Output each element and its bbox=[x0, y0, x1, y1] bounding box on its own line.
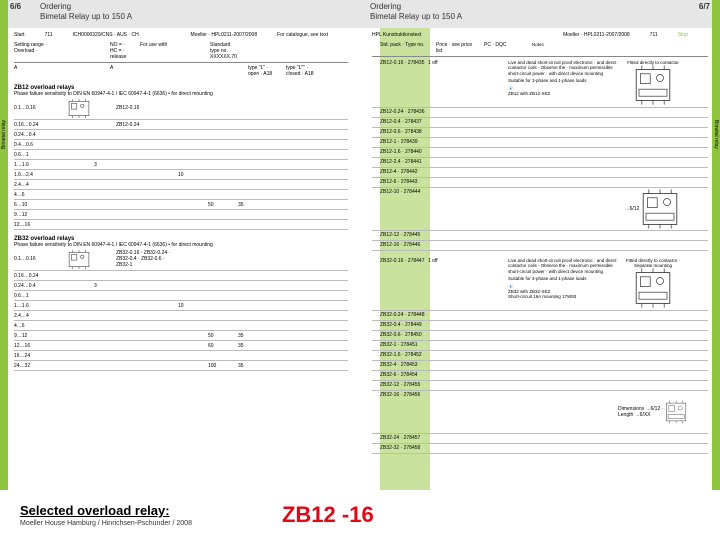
right-header-title: Ordering Bimetal Relay up to 150 A bbox=[370, 2, 462, 21]
table-row: ZB12-1 · 278439 bbox=[372, 138, 708, 148]
device-icon bbox=[639, 189, 681, 229]
left-page: Bimetal relay 6/6 Ordering Bimetal Relay… bbox=[0, 0, 360, 490]
table-row: ZB12-10 · 278444→6/12 bbox=[372, 188, 708, 231]
table-row: 0.24…0.4 bbox=[14, 130, 348, 140]
table-row: 0.16…0.24 bbox=[14, 271, 348, 281]
table-row: ZB32-0.24 · 278448 bbox=[372, 311, 708, 321]
table-row: 9…12 50 35 bbox=[14, 331, 348, 341]
table-row: ZB32-0.6 · 278450 bbox=[372, 331, 708, 341]
table-row: ZB12-0.16 · 2784351 offLive and dead sho… bbox=[372, 59, 708, 108]
table-row: ZB32-4 · 278453 bbox=[372, 361, 708, 371]
right-table-header: Std. pack · Type no. Price · see price l… bbox=[372, 42, 708, 57]
table-row: 0.1…0.16 ZB32-0.16 · ZB32-0.24 · ZB32-0.… bbox=[14, 248, 348, 271]
table-row: 0.1…0.16 ZB12-0.16 bbox=[14, 97, 348, 120]
left-content: Start 711 ICH0000329/CNS · AUS · CH Moel… bbox=[0, 28, 360, 375]
table-row: ZB12-12 · 278445 bbox=[372, 231, 708, 241]
table-row: 12…16 bbox=[14, 220, 348, 230]
table-row: 2.4…4 bbox=[14, 180, 348, 190]
table-row: ZB12-0.4 · 278437 bbox=[372, 118, 708, 128]
table-row: ZB12-6 · 278443 bbox=[372, 178, 708, 188]
table-row: ZB32-32 · 278458 bbox=[372, 444, 708, 454]
right-content: HPL Kunstruktionstext Moeller · HPL0211-… bbox=[360, 28, 720, 458]
table-row: ZB12-2.4 · 278441 bbox=[372, 158, 708, 168]
table-row: ZB12-4 · 278442 bbox=[372, 168, 708, 178]
table-row: ZB32-0.4 · 278449 bbox=[372, 321, 708, 331]
table-row: ZB12-16 · 278446 bbox=[372, 241, 708, 251]
catalog-pages: Bimetal relay 6/6 Ordering Bimetal Relay… bbox=[0, 0, 720, 490]
left-header: 6/6 Ordering Bimetal Relay up to 150 A bbox=[0, 0, 360, 28]
table-row: 1…1.6 10 bbox=[14, 301, 348, 311]
table-row: ZB32-1.6 · 278452 bbox=[372, 351, 708, 361]
table-row: ZB32-0.16 · 2784471 offLive and dead sho… bbox=[372, 257, 708, 311]
device-icon bbox=[632, 65, 674, 105]
table-row: 6…10 50 35 bbox=[14, 200, 348, 210]
green-spine-left bbox=[0, 0, 8, 490]
relay-icon bbox=[68, 98, 90, 118]
table-row: 0.16…0.24 ZB12-0.24 bbox=[14, 120, 348, 130]
table-row: 4…6 bbox=[14, 321, 348, 331]
right-section2-rows: ZB32-0.16 · 2784471 offLive and dead sho… bbox=[372, 257, 708, 454]
device-icon bbox=[632, 268, 674, 308]
table-row: 0.4…0.6 bbox=[14, 140, 348, 150]
table-row: 1.6…2.4 10 bbox=[14, 170, 348, 180]
device-icon bbox=[664, 392, 688, 432]
section2-rows: 0.1…0.16 ZB32-0.16 · ZB32-0.24 · ZB32-0.… bbox=[14, 248, 348, 371]
right-section1-rows: ZB12-0.16 · 2784351 offLive and dead sho… bbox=[372, 59, 708, 251]
table-row: 4…6 bbox=[14, 190, 348, 200]
selected-text-block: Selected overload relay: Moeller House H… bbox=[20, 503, 192, 527]
spine-label-left: Bimetal relay bbox=[1, 120, 7, 149]
left-header-title: Ordering Bimetal Relay up to 150 A bbox=[40, 2, 132, 21]
table-row: ZB32-24 · 278457 bbox=[372, 434, 708, 444]
table-row: ZB32-6 · 278454 bbox=[372, 371, 708, 381]
table-row: 16…24 bbox=[14, 351, 348, 361]
table-row: ZB32-1 · 278451 bbox=[372, 341, 708, 351]
table-row: ZB12-0.6 · 278438 bbox=[372, 128, 708, 138]
bottom-selection-bar: Selected overload relay: Moeller House H… bbox=[0, 490, 720, 540]
table-row: ZB12-1.6 · 278440 bbox=[372, 148, 708, 158]
relay-icon bbox=[68, 249, 90, 269]
right-metadata-row: HPL Kunstruktionstext Moeller · HPL0211-… bbox=[372, 32, 708, 38]
selected-sub: Moeller House Hamburg / Hinrichsen-Pschu… bbox=[20, 520, 192, 527]
right-page-number: 6/7 bbox=[680, 2, 710, 11]
left-page-number: 6/6 bbox=[10, 2, 40, 11]
table-row: 0.6…1 bbox=[14, 150, 348, 160]
right-page: Bimetal relay Ordering Bimetal Relay up … bbox=[360, 0, 720, 490]
table-row: 2.4…4 bbox=[14, 311, 348, 321]
table-row: 0.24…0.4 3 bbox=[14, 281, 348, 291]
table-row: 24…32 100 35 bbox=[14, 361, 348, 371]
table-row: 0.6…1 bbox=[14, 291, 348, 301]
left-metadata-row: Start 711 ICH0000329/CNS · AUS · CH Moel… bbox=[14, 32, 348, 38]
table-row: 12…16 60 35 bbox=[14, 341, 348, 351]
section1-rows: 0.1…0.16 ZB12-0.16 0.16…0.24 ZB12-0.24 0… bbox=[14, 97, 348, 230]
table-row: ZB32-12 · 278455 bbox=[372, 381, 708, 391]
table-row: ZB32-16 · 278456Dimensions →6/12 · Lengt… bbox=[372, 391, 708, 434]
left-unit-row: AA type "L" · open · A18 type "L"" · clo… bbox=[14, 65, 348, 79]
selected-model: ZB12 -16 bbox=[282, 502, 374, 528]
table-row: ZB12-0.24 · 278436 bbox=[372, 108, 708, 118]
table-row: 1…1.6 3 bbox=[14, 160, 348, 170]
selected-label: Selected overload relay: bbox=[20, 503, 192, 518]
left-table-header: Setting range · Overload · NO = · HC = ·… bbox=[14, 42, 348, 63]
table-row: 9…12 bbox=[14, 210, 348, 220]
right-header: Ordering Bimetal Relay up to 150 A 6/7 bbox=[360, 0, 720, 28]
